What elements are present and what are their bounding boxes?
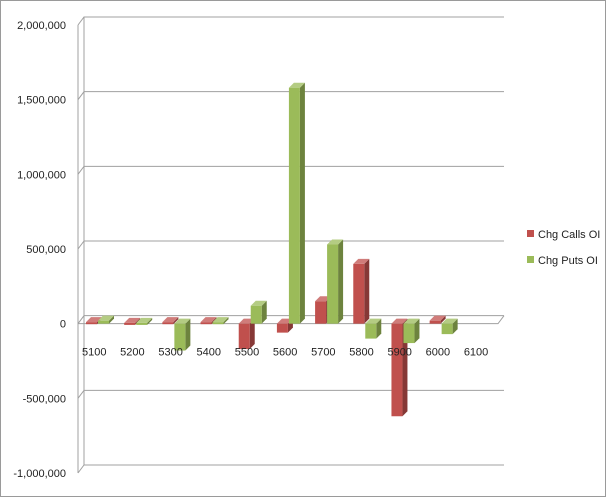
bar-side [223, 317, 229, 325]
y-tick-label: -500,000 [23, 393, 66, 405]
x-tick-label: 5200 [120, 347, 144, 359]
bar-top [391, 318, 408, 324]
legend-item-calls: Chg Calls OI [527, 229, 600, 241]
y-tick-label: -1,000,000 [13, 468, 66, 480]
bar-front [162, 322, 174, 325]
bar-calls-5800 [353, 258, 370, 324]
legend-label: Chg Calls OI [538, 229, 600, 241]
y-axis-tick-labels: 2,000,000 1,500,000 1,000,000 500,000 0 -500,… [13, 20, 66, 480]
bar-side [376, 318, 382, 339]
bar-front [250, 305, 262, 324]
x-tick-label: 6000 [426, 347, 450, 359]
bar-puts-5800 [365, 318, 382, 339]
bar-side [185, 318, 191, 351]
bar-top [327, 239, 344, 245]
bar-top [288, 82, 305, 88]
bar-front [288, 87, 300, 324]
legend-swatch [527, 256, 534, 263]
bar-side [173, 317, 179, 325]
gridline [77, 16, 504, 26]
bar-puts-5400 [212, 317, 229, 325]
y-tick-label: 0 [60, 319, 66, 331]
bar-side [364, 258, 370, 324]
bar-top [136, 317, 153, 323]
bar-top [98, 315, 114, 321]
gridline [77, 464, 504, 474]
bar-side [338, 239, 344, 324]
x-axis-tick-labels: 5100 5200 5300 5400 5500 5600 5700 5800 5900 6000… [82, 347, 488, 359]
bar-side [147, 317, 153, 325]
bar-top [124, 317, 141, 323]
bar-top [200, 317, 217, 323]
bar-calls-6000 [429, 315, 446, 324]
bar-puts-5100 [98, 315, 114, 324]
legend-label: Chg Puts OI [538, 255, 598, 267]
gridline [77, 165, 504, 175]
bar-front [124, 322, 136, 325]
bar-top [353, 258, 370, 264]
y-tick-label: 1,500,000 [17, 95, 66, 107]
legend: Chg Calls OI Chg Puts OI [527, 229, 600, 267]
gridline [77, 240, 504, 250]
bar-side [249, 318, 255, 350]
bar-calls-5300 [162, 317, 179, 325]
legend-swatch [527, 230, 534, 237]
bar-front [276, 323, 288, 333]
bar-side [440, 315, 446, 324]
gridline [77, 389, 504, 399]
y-tick-label: 500,000 [26, 244, 66, 256]
x-tick-label: 5900 [387, 347, 411, 359]
bar-front [365, 323, 377, 339]
x-tick-label: 5800 [349, 347, 373, 359]
bar-front [353, 263, 365, 324]
bar-puts-5200 [136, 317, 153, 325]
bar-side [109, 315, 114, 324]
x-tick-label: 5700 [311, 347, 335, 359]
y-tick-label: 2,000,000 [17, 20, 66, 32]
bar-top [250, 300, 267, 306]
bar-front [212, 322, 224, 325]
bar-front [327, 244, 339, 324]
bar-side [452, 318, 458, 335]
x-tick-label: 6100 [464, 347, 488, 359]
x-tick-label: 5100 [82, 347, 106, 359]
bar-puts-5700 [327, 239, 344, 324]
y-tick-label: 1,000,000 [17, 169, 66, 181]
x-tick-label: 5500 [235, 347, 259, 359]
bar-top [403, 318, 420, 324]
bar-top [174, 318, 191, 324]
bar-side [299, 82, 305, 324]
x-tick-label: 5300 [158, 347, 182, 359]
bar-side [414, 318, 420, 344]
bar-front [98, 320, 109, 324]
bar-puts-5600 [288, 82, 305, 324]
x-tick-label: 5400 [197, 347, 221, 359]
bars [86, 82, 458, 417]
bar-top [429, 315, 446, 321]
bar-front [441, 323, 453, 335]
bar-front [391, 323, 403, 417]
bar-front [315, 301, 327, 324]
bar-top [441, 318, 458, 324]
bar-puts-5900 [403, 318, 420, 344]
bar-top [162, 317, 179, 323]
legend-item-puts: Chg Puts OI [527, 255, 598, 267]
bar-top [365, 318, 382, 324]
bar-front [136, 322, 148, 325]
bar-puts-5500 [250, 300, 267, 324]
bar-puts-6000 [441, 318, 458, 335]
bar-front [200, 322, 212, 325]
bar-front [403, 323, 415, 344]
bar-puts-5300 [174, 318, 191, 351]
bar-front [86, 322, 97, 325]
bar-front [238, 323, 250, 350]
bar-top [212, 317, 229, 323]
bar-front [174, 323, 186, 351]
bar-side [261, 300, 267, 324]
bar-front [429, 320, 441, 324]
x-tick-label: 5600 [273, 347, 297, 359]
gridline [77, 91, 504, 100]
